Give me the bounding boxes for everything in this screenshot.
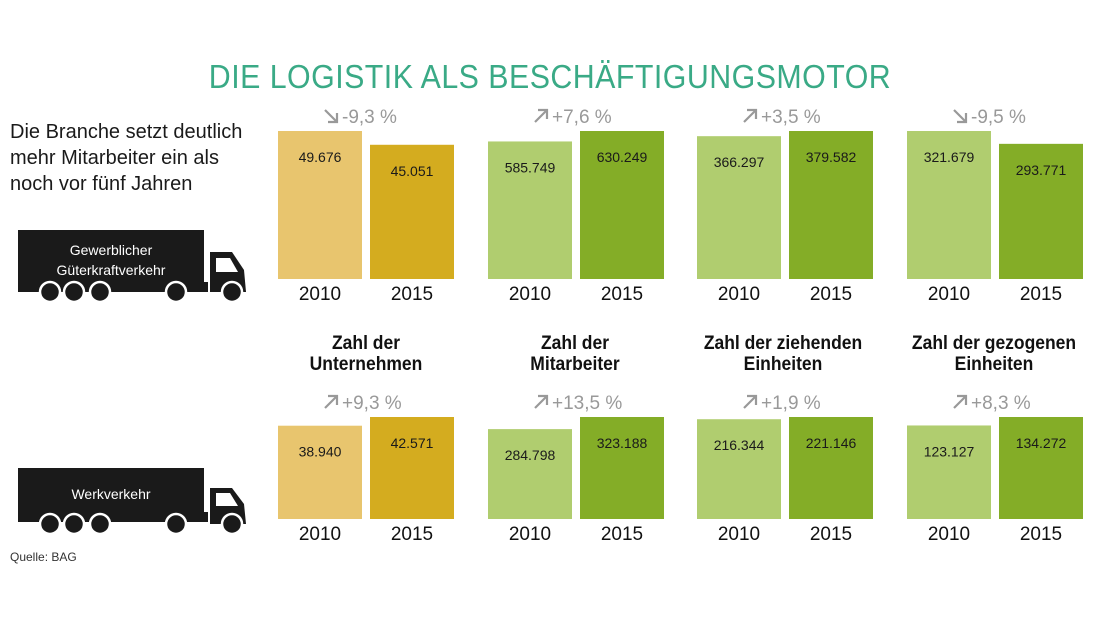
bar-2010: [488, 141, 572, 279]
bar-value-label: 366.297: [714, 154, 765, 170]
truck-label-box: Werkverkehr: [18, 468, 204, 520]
bar-value-label: 630.249: [597, 149, 648, 165]
bar-2010: [907, 131, 991, 279]
category-label-gezogene: Zahl der gezogenen Einheiten: [893, 333, 1095, 375]
trend-up-icon: [324, 394, 339, 409]
truck-icon: [18, 252, 246, 304]
category-line: Zahl der: [541, 333, 609, 354]
bar-2015: [370, 144, 454, 279]
category-line: Unternehmen: [309, 354, 423, 375]
year-label: 2015: [810, 284, 852, 305]
category-label-unternehmen: Zahl der Unternehmen: [265, 333, 467, 375]
bar-2010: [278, 425, 362, 519]
year-label: 2015: [601, 524, 643, 545]
bar-value-label: 293.771: [1016, 162, 1067, 178]
trend-up-icon: [743, 394, 758, 409]
year-label: 2010: [718, 284, 760, 305]
bar-2015: [789, 417, 873, 519]
bar-2015: [580, 131, 664, 279]
bar-value-label: 379.582: [806, 149, 857, 165]
change-label: +9,3 %: [342, 393, 402, 414]
bar-value-label: 45.051: [391, 163, 434, 179]
truck-label-box: Gewerblicher Güterkraftverkehr: [18, 230, 204, 290]
trend-up-icon: [534, 108, 549, 123]
year-label: 2010: [509, 524, 551, 545]
subtitle: Die Branche setzt deutlich mehr Mitarbei…: [10, 121, 243, 195]
category-line: Zahl der gezogenen: [911, 333, 1077, 354]
bar-value-label: 284.798: [505, 447, 556, 463]
bar-value-label: 216.344: [714, 437, 765, 453]
category-line: Zahl der ziehenden: [703, 333, 863, 354]
bar-value-label: 321.679: [924, 149, 975, 165]
category-label-mitarbeiter: Zahl der Mitarbeiter: [474, 333, 676, 375]
trend-up-icon: [743, 108, 758, 123]
bar-value-label: 134.272: [1016, 435, 1067, 451]
bar-value-label: 49.676: [299, 149, 342, 165]
trend-down-icon: [953, 109, 968, 124]
change-label: +7,6 %: [552, 107, 612, 128]
bar-2015: [999, 417, 1083, 519]
change-label: +8,3 %: [971, 393, 1031, 414]
trend-up-icon: [953, 394, 968, 409]
year-label: 2010: [718, 524, 760, 545]
bar-value-label: 38.940: [299, 444, 342, 460]
year-label: 2015: [1020, 524, 1062, 545]
year-label: 2015: [1020, 284, 1062, 305]
year-label: 2010: [928, 284, 970, 305]
bar-value-label: 42.571: [391, 435, 434, 451]
bar-value-label: 221.146: [806, 435, 857, 451]
year-label: 2010: [299, 524, 341, 545]
bar-2010: [697, 419, 781, 519]
year-label: 2010: [299, 284, 341, 305]
year-label: 2015: [391, 524, 433, 545]
bar-value-label: 123.127: [924, 443, 975, 459]
page-title: DIE LOGISTIK ALS BESCHÄFTIGUNGSMOTOR: [208, 58, 892, 95]
bar-2010: [907, 425, 991, 519]
year-label: 2015: [391, 284, 433, 305]
bar-2010: [697, 136, 781, 279]
row-label-line: Güterkraftverkehr: [56, 262, 166, 278]
trend-down-icon: [324, 109, 339, 124]
category-line: Zahl der: [332, 333, 400, 354]
category-line: Einheiten: [743, 354, 823, 375]
year-label: 2010: [509, 284, 551, 305]
source-note: Quelle: BAG: [10, 550, 77, 564]
bar-2015: [370, 417, 454, 519]
bar-2015: [580, 417, 664, 519]
row-label-line: Werkverkehr: [71, 486, 151, 502]
year-label: 2015: [810, 524, 852, 545]
year-label: 2015: [601, 284, 643, 305]
category-line: Einheiten: [954, 354, 1034, 375]
bar-2015: [789, 131, 873, 279]
row-label-line: Gewerblicher: [69, 242, 153, 258]
trend-up-icon: [534, 394, 549, 409]
change-label: +13,5 %: [552, 393, 622, 414]
category-label-ziehende: Zahl der ziehenden Einheiten: [682, 333, 884, 375]
change-label: +3,5 %: [761, 107, 821, 128]
change-label: +1,9 %: [761, 393, 821, 414]
bar-value-label: 323.188: [597, 435, 648, 451]
bar-2010: [488, 429, 572, 519]
change-label: -9,3 %: [342, 107, 397, 128]
bar-2015: [999, 143, 1083, 279]
category-line: Mitarbeiter: [530, 354, 620, 375]
bar-2010: [278, 131, 362, 279]
change-label: -9,5 %: [971, 107, 1026, 128]
year-label: 2010: [928, 524, 970, 545]
bar-value-label: 585.749: [505, 159, 556, 175]
truck-icon: [18, 488, 246, 536]
